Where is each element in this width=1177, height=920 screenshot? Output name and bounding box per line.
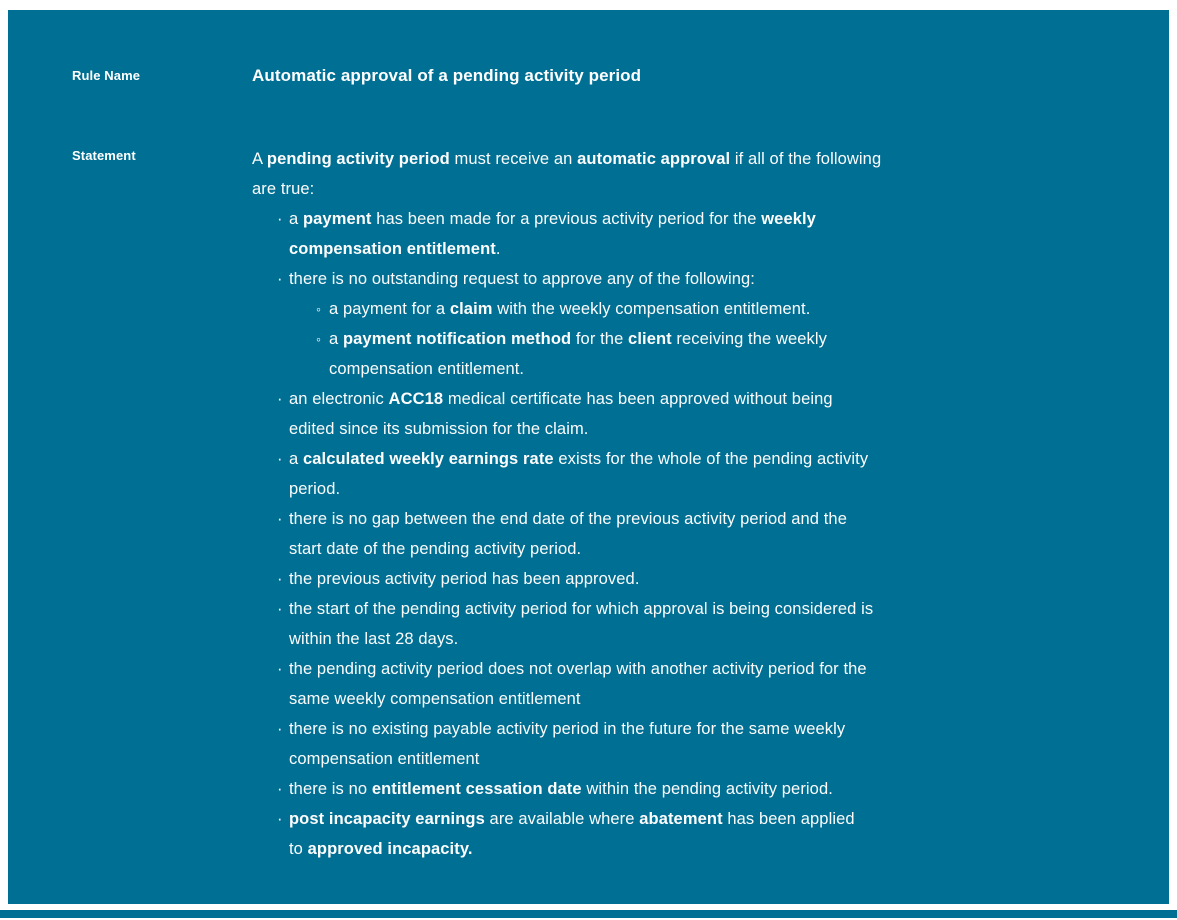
statement-text: there is no outstanding request to appro…: [289, 270, 755, 288]
rule-panel: Rule Name Automatic approval of a pendin…: [8, 10, 1169, 904]
statement-term: pending activity period: [266, 150, 450, 168]
statement-term: automatic approval: [577, 150, 731, 168]
statement-text: has been made for a previous activity pe…: [371, 210, 762, 228]
bullet-dot-icon: ·: [277, 270, 283, 288]
bullet-dot-icon: ·: [277, 720, 283, 738]
statement-term: approved incapacity.: [307, 840, 473, 858]
statement-row: Statement A pending activity period must…: [8, 144, 1169, 864]
statement-term: abatement: [639, 810, 723, 828]
bullet-text: the previous activity period has been ap…: [289, 564, 1057, 594]
statement-text: receiving the weekly compensation entitl…: [329, 330, 828, 378]
rule-name-row: Rule Name Automatic approval of a pendin…: [8, 10, 1169, 88]
bullet-item: · there is no entitlement cessation date …: [277, 774, 1057, 804]
bullet-text: post incapacity earnings are available w…: [289, 804, 1057, 864]
bullet-dot-icon: ·: [277, 390, 283, 408]
bullet-text: a payment has been made for a previous a…: [289, 204, 1057, 264]
statement-text: if all of the following are true:: [252, 150, 882, 198]
bullet-item: · there is no gap between the end date of…: [277, 504, 1057, 564]
bullet-item: · the pending activity period does not ov…: [277, 654, 1057, 714]
bullet-text: there is no existing payable activity pe…: [289, 714, 1057, 774]
statement-text: within the pending activity period.: [581, 780, 833, 798]
statement-body: A pending activity period must receive a…: [252, 144, 1057, 864]
bullet-dot-icon: ·: [277, 660, 283, 678]
bullet-item: · post incapacity earnings are available …: [277, 804, 1057, 864]
statement-text: are available where: [484, 810, 640, 828]
statement-intro: A pending activity period must receive a…: [252, 144, 1057, 204]
statement-text: a payment for a: [329, 300, 450, 318]
statement-term: weekly compensation entitlement: [289, 210, 816, 258]
bullet-text: a calculated weekly earnings rate exists…: [289, 444, 1057, 504]
statement-text: exists for the whole of the pending acti…: [289, 450, 869, 498]
bullet-text: there is no gap between the end date of …: [289, 504, 1057, 564]
bullet-dot-icon: ·: [277, 210, 283, 228]
bullet-item: · a payment has been made for a previous …: [277, 204, 1057, 264]
bullet-dot-icon: ·: [277, 450, 283, 468]
bullet-item: · the previous activity period has been a…: [277, 564, 1057, 594]
bullet-circle-icon: ◦: [316, 301, 322, 317]
rule-title: Automatic approval of a pending activity…: [252, 66, 642, 85]
bullet-item: · a calculated weekly earnings rate exist…: [277, 444, 1057, 504]
bullet-text: the start of the pending activity period…: [289, 594, 1057, 654]
statement-text: an electronic: [289, 390, 389, 408]
statement-text: must receive an: [449, 150, 578, 168]
statement-text: the previous activity period has been ap…: [289, 570, 640, 588]
statement-term: entitlement cessation date: [371, 780, 582, 798]
bullet-dot-icon: ·: [277, 600, 283, 618]
bullet-circle-icon: ◦: [316, 331, 322, 347]
statement-text: a: [289, 210, 303, 228]
statement-text: with the weekly compensation entitlement…: [492, 300, 811, 318]
bullet-text: a payment for a claim with the weekly co…: [329, 294, 1057, 324]
statement-label: Statement: [72, 148, 136, 163]
statement-term: client: [628, 330, 672, 348]
statement-text: the pending activity period does not ove…: [289, 660, 867, 708]
bullet-item: · an electronic ACC18 medical certificate…: [277, 384, 1057, 444]
statement-text: there is no existing payable activity pe…: [289, 720, 846, 768]
bullet-dot-icon: ·: [277, 780, 283, 798]
bullet-item: · the start of the pending activity perio…: [277, 594, 1057, 654]
statement-term: post incapacity earnings: [289, 810, 485, 828]
bullet-text: a payment notification method for the cl…: [329, 324, 1057, 384]
rule-name-label: Rule Name: [72, 68, 141, 83]
statement-term: claim: [449, 300, 493, 318]
bullet-item: · there is no outstanding request to appr…: [277, 264, 1057, 294]
bullet-text: an electronic ACC18 medical certificate …: [289, 384, 1057, 444]
bullet-text: the pending activity period does not ove…: [289, 654, 1057, 714]
bullet-text: there is no outstanding request to appro…: [289, 264, 1057, 294]
statement-term: ACC18: [388, 390, 444, 408]
statement-text: medical certificate has been approved wi…: [289, 390, 833, 438]
statement-text: there is no gap between the end date of …: [289, 510, 847, 558]
statement-term: calculated weekly earnings rate: [302, 450, 554, 468]
statement-text: .: [495, 240, 501, 258]
bullet-dot-icon: ·: [277, 810, 283, 828]
bullet-dot-icon: ·: [277, 570, 283, 588]
bullet-dot-icon: ·: [277, 510, 283, 528]
statement-text: there is no: [289, 780, 372, 798]
statement-text: a: [329, 330, 343, 348]
statement-text: for the: [571, 330, 629, 348]
statement-text: a: [289, 450, 303, 468]
statement-text: the start of the pending activity period…: [289, 600, 874, 648]
bullet-item: ◦ a payment notification method for the c…: [316, 324, 1057, 384]
statement-term: payment: [302, 210, 372, 228]
statement-text: A: [252, 150, 267, 168]
next-section-strip: [0, 910, 1177, 918]
bullet-item: · there is no existing payable activity p…: [277, 714, 1057, 774]
statement-text: has been applied to: [289, 810, 855, 858]
statement-term: payment notification method: [342, 330, 572, 348]
bullet-text: there is no entitlement cessation date w…: [289, 774, 1057, 804]
bullet-item: ◦ a payment for a claim with the weekly c…: [316, 294, 1057, 324]
